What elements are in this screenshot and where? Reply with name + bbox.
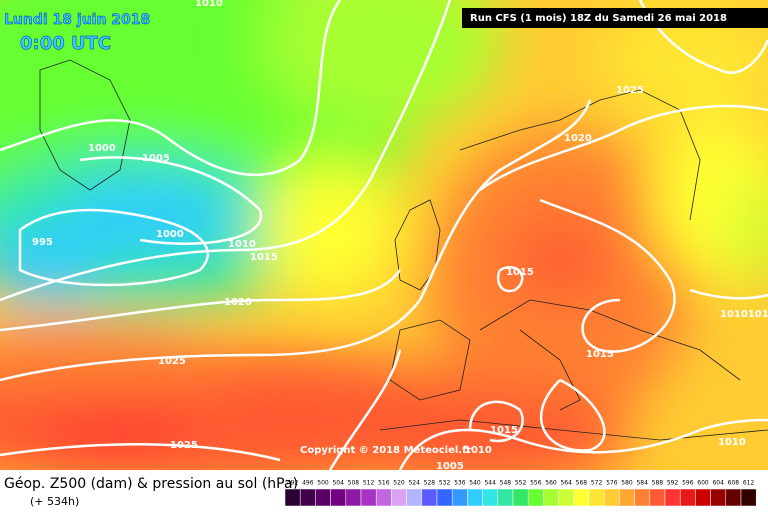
scale-label: 592 — [667, 480, 679, 487]
scale-swatch — [588, 488, 605, 507]
isobar-label: 1005 — [142, 153, 170, 164]
footer-lead: (+ 534h) — [30, 495, 79, 508]
scale-label: 536 — [454, 480, 466, 487]
isobar-label: 1015 — [490, 425, 518, 436]
scale-label: 612 — [743, 480, 755, 487]
isobar-label: 1015 — [250, 252, 278, 263]
scale-label: 548 — [500, 480, 512, 487]
scale-swatch — [451, 488, 468, 507]
scale-swatch — [527, 488, 544, 507]
scale-label: 516 — [378, 480, 390, 487]
scale-label: 532 — [439, 480, 451, 487]
scale-swatch — [299, 488, 316, 507]
scale-swatch — [360, 488, 377, 507]
isobar-label: 1025 — [170, 440, 198, 451]
scale-label: 492 — [287, 480, 299, 487]
scale-label: 508 — [348, 480, 360, 487]
scale-swatch — [543, 488, 559, 507]
scale-swatch — [330, 488, 347, 507]
scale-label: 520 — [393, 480, 405, 487]
scale-swatch — [345, 488, 362, 507]
scale-label: 552 — [515, 480, 527, 487]
scale-label: 560 — [545, 480, 557, 487]
scale-swatch — [315, 488, 331, 507]
scale-swatch — [497, 488, 514, 507]
scale-label: 496 — [302, 480, 314, 487]
time: 0:00 UTC — [20, 33, 111, 54]
scale-swatch — [619, 488, 635, 507]
scale-label: 600 — [697, 480, 709, 487]
scale-label: 596 — [682, 480, 694, 487]
scale-label: 556 — [530, 480, 542, 487]
isobar-label: 1010 — [228, 239, 256, 250]
isobar-label: 1015 — [506, 267, 534, 278]
isobars — [0, 0, 768, 470]
scale-label: 572 — [591, 480, 603, 487]
scale-swatch — [467, 488, 483, 507]
scale-label: 544 — [484, 480, 496, 487]
isobar-label: 1025 — [616, 85, 644, 96]
color-scale: 492 496 500 504 508 512 516 520 524 528 532 536 540 5… — [284, 480, 757, 507]
isobar-label: 1020 — [224, 297, 252, 308]
scale-swatch — [695, 488, 711, 507]
scale-swatch — [603, 488, 620, 507]
scale-label: 576 — [606, 480, 618, 487]
scale-swatch — [406, 488, 423, 507]
scale-swatch — [725, 488, 742, 507]
scale-label: 608 — [728, 480, 740, 487]
coastlines — [39, 59, 768, 441]
scale-label: 528 — [424, 480, 436, 487]
scale-swatch — [573, 488, 590, 507]
isobar-label: 1010 — [718, 437, 746, 448]
scale-label: 524 — [408, 480, 420, 487]
isobar-label: 1010101005 — [720, 309, 768, 320]
scale-swatch — [284, 488, 301, 507]
isobar-label: 1000 — [88, 143, 116, 154]
scale-label: 580 — [621, 480, 633, 487]
scale-label: 588 — [652, 480, 664, 487]
isobar-label: 1020 — [564, 133, 592, 144]
isobar-label: 1005 — [436, 461, 464, 472]
scale-label: 584 — [636, 480, 648, 487]
isobar-label: 1010 — [195, 0, 223, 9]
isobar-label: 1025 — [158, 356, 186, 367]
scale-swatch — [558, 488, 575, 507]
run-info: Run CFS (1 mois) 18Z du Samedi 26 mai 20… — [470, 13, 727, 24]
map-field: 1010 1000 1005 995 1000 1010 1015 1020 1025 1025 1… — [0, 0, 768, 472]
scale-label: 540 — [469, 480, 481, 487]
scale-swatch — [740, 488, 757, 507]
scale-swatch — [391, 488, 407, 507]
scale-swatch — [436, 488, 453, 507]
scale-swatch — [512, 488, 529, 507]
run-banner — [462, 8, 768, 28]
isobar-label: 1010 — [464, 445, 492, 456]
scale-swatch — [421, 488, 438, 507]
scale-swatch — [679, 488, 696, 507]
scale-swatch — [710, 488, 727, 507]
isobar-label: 1000 — [156, 229, 184, 240]
copyright: Copyright © 2018 Meteociel.fr — [300, 445, 471, 456]
scale-swatch — [482, 488, 499, 507]
scale-label: 604 — [712, 480, 724, 487]
scale-label: 500 — [317, 480, 329, 487]
scale-label: 504 — [332, 480, 344, 487]
date: Lundi 18 juin 2018 — [4, 12, 150, 28]
scale-swatch — [634, 488, 651, 507]
scale-swatch — [375, 488, 392, 507]
isobar-label: 995 — [32, 237, 53, 248]
scale-label: 564 — [560, 480, 572, 487]
scale-swatch — [649, 488, 666, 507]
isobar-label: 1015 — [586, 349, 614, 360]
scale-label: 568 — [576, 480, 588, 487]
scale-swatch — [664, 488, 681, 507]
scale-label: 512 — [363, 480, 375, 487]
footer-title: Géop. Z500 (dam) & pression au sol (hPa) — [4, 476, 298, 492]
